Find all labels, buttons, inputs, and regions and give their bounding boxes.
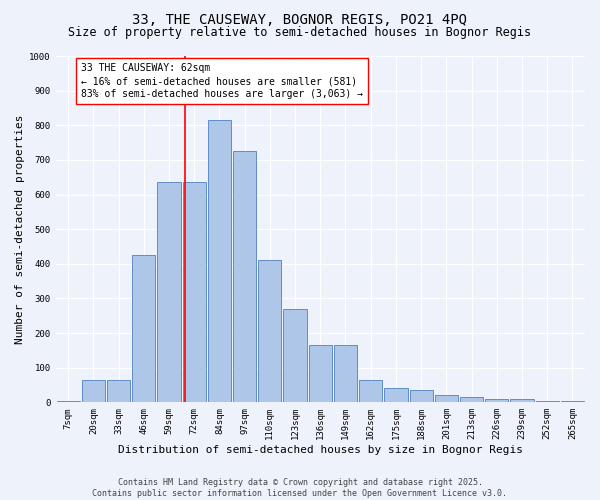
Bar — [233, 151, 256, 403]
Text: 33, THE CAUSEWAY, BOGNOR REGIS, PO21 4PQ: 33, THE CAUSEWAY, BOGNOR REGIS, PO21 4PQ — [133, 12, 467, 26]
Bar — [385, 388, 407, 402]
Bar — [410, 390, 433, 402]
X-axis label: Distribution of semi-detached houses by size in Bognor Regis: Distribution of semi-detached houses by … — [118, 445, 523, 455]
Bar — [258, 260, 281, 402]
Bar — [334, 345, 357, 403]
Bar — [561, 400, 584, 402]
Bar — [132, 255, 155, 402]
Bar — [208, 120, 231, 403]
Y-axis label: Number of semi-detached properties: Number of semi-detached properties — [15, 114, 25, 344]
Bar — [82, 380, 105, 402]
Bar — [308, 345, 332, 403]
Bar — [182, 182, 206, 402]
Bar — [107, 380, 130, 402]
Bar — [485, 399, 508, 402]
Bar — [536, 400, 559, 402]
Bar — [56, 400, 80, 402]
Bar — [157, 182, 181, 402]
Bar — [460, 397, 483, 402]
Bar — [359, 380, 382, 402]
Bar — [283, 309, 307, 402]
Text: Size of property relative to semi-detached houses in Bognor Regis: Size of property relative to semi-detach… — [68, 26, 532, 39]
Text: 33 THE CAUSEWAY: 62sqm
← 16% of semi-detached houses are smaller (581)
83% of se: 33 THE CAUSEWAY: 62sqm ← 16% of semi-det… — [81, 63, 363, 100]
Bar — [511, 399, 533, 402]
Bar — [435, 396, 458, 402]
Text: Contains HM Land Registry data © Crown copyright and database right 2025.
Contai: Contains HM Land Registry data © Crown c… — [92, 478, 508, 498]
